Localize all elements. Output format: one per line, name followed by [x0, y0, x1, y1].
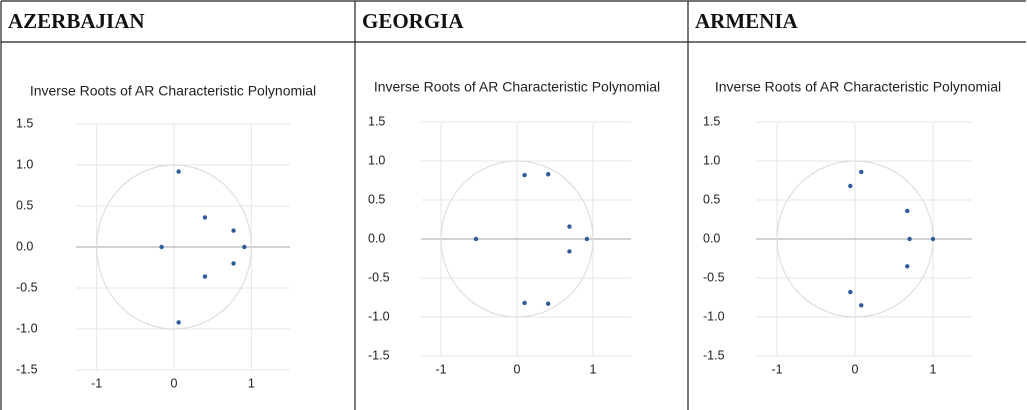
y-tick-label: -1.5 — [368, 348, 390, 362]
y-tick-label: 1.5 — [16, 116, 33, 130]
x-tick-label: 0 — [514, 362, 521, 376]
point — [522, 300, 527, 306]
y-tick-label: 0.0 — [16, 239, 33, 253]
y-tick-label: 0.5 — [703, 192, 720, 206]
point — [859, 303, 864, 308]
y-tick-label: -0.5 — [703, 270, 725, 284]
point — [567, 224, 572, 229]
point — [848, 289, 853, 295]
point — [159, 244, 164, 250]
chart-title: Inverse Roots of AR Characteristic Polyn… — [30, 83, 316, 99]
column-header: GEORGIA — [362, 9, 464, 33]
y-tick-label: 1.5 — [703, 114, 720, 128]
point — [545, 172, 551, 177]
y-tick-label: 0.0 — [368, 231, 385, 245]
y-tick-label: 0.5 — [368, 192, 385, 206]
x-tick-label: 0 — [171, 376, 178, 390]
unit-circle — [440, 160, 594, 318]
x-tick-label: 0 — [852, 362, 859, 376]
x-tick-label: 1 — [930, 362, 937, 376]
point — [522, 172, 527, 178]
point — [473, 236, 479, 242]
x-tick-label: 1 — [590, 362, 597, 376]
chart-title: Inverse Roots of AR Characteristic Polyn… — [374, 79, 660, 95]
point — [231, 261, 236, 266]
x-tick-label: 1 — [248, 376, 255, 390]
point — [859, 169, 864, 175]
y-tick-label: -1.0 — [368, 309, 390, 323]
y-tick-label: -1.5 — [703, 348, 725, 362]
x-tick-label: -1 — [771, 362, 782, 376]
y-tick-label: 0.5 — [16, 198, 33, 212]
point — [848, 183, 853, 189]
y-tick-label: -0.5 — [368, 270, 390, 284]
y-tick-label: 1.0 — [368, 153, 385, 167]
y-tick-label: 0.0 — [703, 231, 720, 245]
point — [584, 236, 590, 242]
point — [930, 236, 936, 242]
y-tick-label: 1.0 — [16, 157, 33, 171]
y-tick-label: 1.0 — [703, 153, 720, 167]
point — [202, 274, 208, 279]
y-tick-label: -1.0 — [703, 309, 725, 323]
point — [176, 169, 181, 174]
point — [202, 215, 208, 220]
point — [907, 236, 912, 242]
y-tick-label: -1.5 — [16, 362, 38, 376]
point — [176, 320, 181, 325]
chart-title: Inverse Roots of AR Characteristic Polyn… — [715, 79, 1001, 95]
column-header: ARMENIA — [695, 9, 798, 33]
point — [231, 228, 236, 233]
point — [905, 208, 910, 214]
y-tick-label: -0.5 — [16, 280, 38, 294]
y-tick-label: 1.5 — [368, 114, 385, 128]
column-header: AZERBAJIAN — [8, 9, 145, 33]
y-tick-label: -1.0 — [16, 321, 38, 335]
x-tick-label: -1 — [91, 376, 102, 390]
point — [905, 264, 910, 269]
x-tick-label: -1 — [435, 362, 446, 376]
point — [545, 301, 551, 306]
point — [242, 244, 247, 250]
unit-circle — [96, 164, 252, 330]
point — [567, 249, 572, 254]
